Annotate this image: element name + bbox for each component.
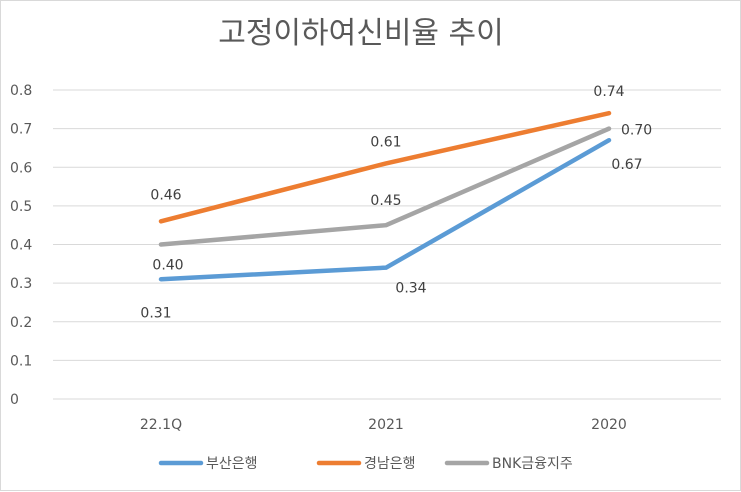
series-line-2: [158, 110, 612, 224]
data-labels: 0.31 0.34 0.67 0.46 0.61 0.74 0.40 0.45 0.70: [140, 84, 652, 321]
legend-label: 부산은행: [206, 456, 258, 472]
y-tick-label: 0.5: [10, 199, 32, 215]
y-tick-label: 0.6: [10, 160, 32, 176]
data-label: 0.46: [150, 187, 181, 203]
x-tick-label: 22.1Q: [140, 417, 182, 433]
series-lines: [158, 110, 612, 282]
y-tick-label: 0: [10, 392, 19, 408]
data-label: 0.74: [593, 84, 624, 100]
y-axis-ticks: 0.8 0.7 0.6 0.5 0.4 0.3 0.2 0.1 0: [10, 83, 32, 408]
y-tick-label: 0.4: [10, 238, 32, 254]
y-tick-label: 0.7: [10, 122, 32, 138]
y-tick-label: 0.3: [10, 276, 32, 292]
series-line-3: [158, 126, 612, 247]
data-label: 0.34: [395, 281, 426, 297]
data-label: 0.61: [370, 134, 401, 150]
series-line-1: [158, 137, 612, 282]
data-label: 0.67: [611, 157, 642, 173]
data-label: 0.31: [140, 305, 171, 321]
x-tick-label: 2020: [591, 417, 627, 433]
y-tick-label: 0.1: [10, 353, 32, 369]
data-label: 0.70: [621, 123, 652, 139]
y-tick-label: 0.8: [10, 83, 32, 99]
data-label: 0.40: [152, 258, 183, 274]
chart-title: 고정이하여신비율 추이: [218, 16, 504, 51]
legend-label: BNK금융지주: [492, 456, 573, 472]
x-tick-label: 2021: [368, 417, 404, 433]
y-tick-label: 0.2: [10, 315, 32, 331]
legend: 부산은행 경남은행 BNK금융지주: [158, 456, 573, 472]
legend-label: 경남은행: [364, 456, 416, 472]
data-label: 0.45: [370, 193, 401, 209]
x-axis-ticks: 22.1Q 2021 2020: [140, 417, 627, 433]
